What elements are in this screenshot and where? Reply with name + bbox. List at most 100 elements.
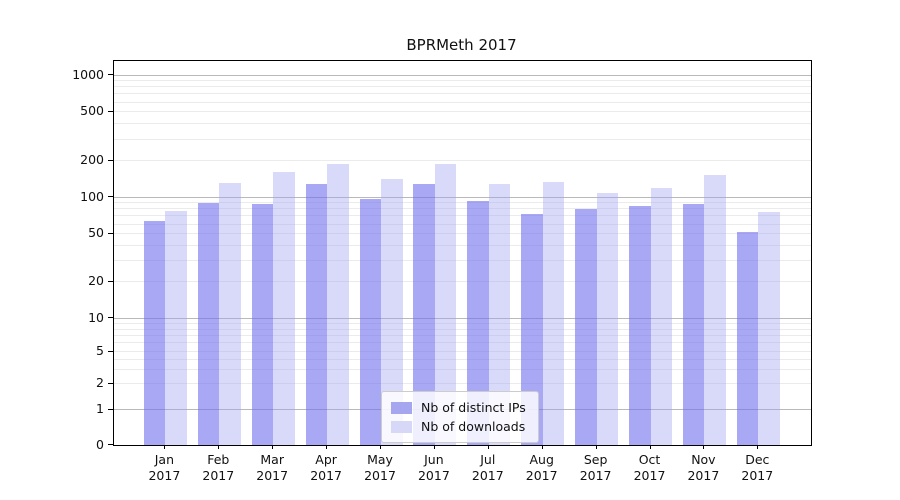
plot-area: Nb of distinct IPs Nb of downloads (113, 60, 812, 446)
minor-gridline-700 (114, 93, 811, 95)
x-tick-label-jan: Jan 2017 (148, 452, 181, 483)
minor-gridline-50 (114, 233, 811, 235)
legend: Nb of distinct IPs Nb of downloads (381, 391, 539, 443)
x-tick-mark-jan (164, 445, 166, 449)
minor-gridline-800 (114, 86, 811, 88)
minor-gridline-20 (114, 281, 811, 283)
x-tick-mark-may (380, 445, 381, 449)
x-tick-mark-dec (757, 445, 759, 449)
y-tick-mark-1000 (108, 74, 113, 75)
major-gridline-1000 (114, 74, 811, 76)
bar-aug-distinct-ips (521, 213, 543, 445)
y-tick-mark-1 (108, 408, 113, 410)
x-tick-mark-jun (433, 445, 435, 449)
minor-gridline-60 (114, 223, 811, 225)
y-tick-mark-5 (108, 350, 113, 352)
legend-label-distinct-ips: Nb of distinct IPs (421, 400, 526, 415)
bar-feb-distinct-ips (197, 202, 220, 445)
minor-gridline-200 (114, 160, 811, 162)
bar-may-distinct-ips (359, 199, 381, 445)
legend-row-downloads: Nb of downloads (391, 417, 526, 436)
x-tick-label-jun: Jun 2017 (417, 452, 450, 483)
minor-gridline-3 (114, 369, 811, 371)
minor-gridline-9 (114, 322, 811, 324)
y-tick-mark-0 (108, 444, 113, 445)
major-gridline-100 (114, 196, 811, 198)
minor-gridline-2 (114, 383, 811, 385)
y-tick-label-20: 20 (88, 273, 104, 289)
bar-sep-distinct-ips (575, 209, 597, 445)
minor-gridline-900 (114, 80, 811, 82)
x-tick-mark-jul (487, 445, 489, 449)
y-tick-label-5: 5 (96, 343, 104, 359)
bar-jun-downloads (434, 163, 457, 445)
legend-label-downloads: Nb of downloads (421, 419, 526, 434)
y-tick-mark-500 (108, 110, 113, 112)
bar-mar-distinct-ips (251, 203, 274, 445)
bar-jan-downloads (165, 210, 187, 445)
bar-apr-downloads (327, 163, 349, 445)
legend-swatch-distinct-ips-icon (391, 401, 412, 414)
y-tick-label-0: 0 (96, 436, 104, 452)
bar-jul-downloads (488, 184, 511, 445)
bar-nov-distinct-ips (682, 203, 705, 445)
minor-gridline-80 (114, 208, 811, 210)
y-tick-label-200: 200 (80, 152, 104, 168)
x-tick-mark-sep (595, 445, 597, 449)
bar-jun-distinct-ips (413, 184, 435, 445)
legend-swatch-downloads-icon (391, 420, 412, 433)
x-tick-label-jul: Jul 2017 (471, 452, 504, 483)
minor-gridline-90 (114, 202, 811, 204)
bar-dec-distinct-ips (736, 231, 759, 445)
minor-gridline-7 (114, 334, 811, 336)
x-tick-label-apr: Apr 2017 (310, 452, 342, 483)
bar-jul-distinct-ips (467, 200, 489, 445)
minor-gridline-8 (114, 328, 811, 330)
minor-gridline-6 (114, 342, 811, 344)
bar-oct-downloads (650, 187, 672, 445)
minor-gridline-500 (114, 111, 811, 113)
bar-mar-downloads (273, 172, 295, 445)
minor-gridline-30 (114, 259, 811, 261)
bar-jan-distinct-ips (143, 220, 166, 445)
x-tick-label-oct: Oct 2017 (633, 452, 666, 483)
y-tick-mark-10 (108, 317, 113, 319)
y-tick-mark-2 (108, 382, 113, 384)
y-tick-label-50: 50 (88, 225, 104, 241)
bar-apr-distinct-ips (305, 184, 328, 445)
x-tick-mark-nov (703, 445, 705, 449)
x-tick-label-aug: Aug 2017 (525, 452, 558, 483)
x-tick-mark-aug (541, 445, 543, 449)
major-gridline-10 (114, 317, 811, 319)
minor-gridline-600 (114, 101, 811, 103)
minor-gridline-70 (114, 215, 811, 217)
bar-feb-downloads (219, 182, 241, 445)
x-tick-label-sep: Sep 2017 (579, 452, 612, 483)
y-tick-mark-200 (108, 159, 113, 161)
y-tick-mark-20 (108, 280, 113, 282)
bar-sep-downloads (596, 193, 619, 445)
chart-title: BPRMeth 2017 (406, 36, 517, 54)
y-tick-label-500: 500 (80, 103, 104, 119)
x-tick-label-may: May 2017 (364, 452, 396, 483)
x-tick-mark-mar (272, 445, 274, 449)
x-tick-label-mar: Mar 2017 (256, 452, 289, 483)
bar-oct-distinct-ips (629, 206, 651, 445)
bar-nov-downloads (704, 174, 726, 445)
x-tick-mark-apr (326, 445, 328, 449)
y-tick-label-1: 1 (96, 401, 104, 417)
bar-dec-downloads (758, 211, 780, 445)
minor-gridline-5 (114, 351, 811, 353)
minor-gridline-40 (114, 244, 811, 246)
minor-gridline-4 (114, 358, 811, 360)
y-tick-label-10: 10 (88, 309, 104, 325)
x-tick-mark-feb (218, 445, 220, 449)
x-tick-mark-oct (649, 445, 651, 449)
minor-gridline-300 (114, 138, 811, 140)
y-tick-mark-50 (108, 232, 113, 234)
minor-gridline-400 (114, 123, 811, 125)
x-tick-label-nov: Nov 2017 (687, 452, 720, 483)
y-tick-label-1000: 1000 (72, 66, 104, 82)
bar-may-downloads (381, 179, 403, 445)
